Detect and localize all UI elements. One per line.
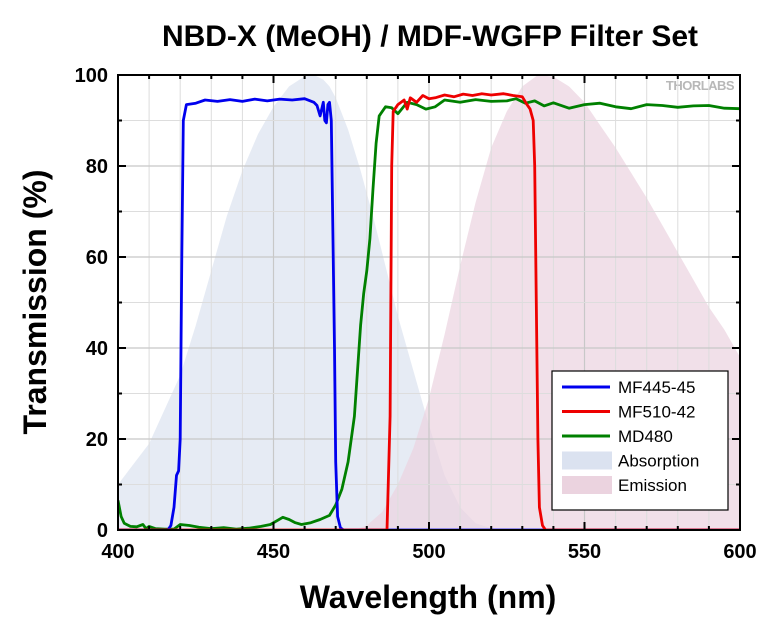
chart-title: NBD-X (MeOH) / MDF-WGFP Filter Set [162,20,698,53]
line-mf445-45 [118,97,740,530]
y-tick-label: 20 [86,429,108,451]
y-tick-label: 40 [86,338,108,360]
legend-label-emission: Emission [618,476,687,495]
tick-labels: 400 450 500 550 600 0 20 40 60 80 100 [75,65,757,563]
legend-label-absorption: Absorption [618,452,699,471]
legend-swatch-emission [562,476,612,494]
x-tick-label: 500 [412,541,445,563]
legend-swatch-absorption [562,451,612,470]
y-tick-label: 80 [86,156,108,178]
y-tick-label: 0 [97,520,108,542]
legend-label-md480: MD480 [618,427,673,446]
legend-label-mf510-42: MF510-42 [618,403,695,422]
x-tick-label: 600 [723,541,756,563]
y-axis-label: Transmission (%) [17,170,53,435]
thorlabs-watermark: THORLABS [666,78,735,93]
line-mf510-42 [118,92,740,530]
x-tick-label: 450 [257,541,290,563]
x-axis-label: Wavelength (nm) [300,579,557,615]
line-series-layer [118,92,740,530]
line-md480 [118,97,740,530]
y-tick-label: 100 [75,65,108,87]
x-tick-label: 550 [568,541,601,563]
y-tick-label: 60 [86,247,108,269]
legend-label-mf445-45: MF445-45 [618,378,695,397]
plot-axes [117,74,741,531]
x-tick-label: 400 [101,541,134,563]
chart-legend: MF445-45 MF510-42 MD480 Absorption Emission [551,370,729,511]
